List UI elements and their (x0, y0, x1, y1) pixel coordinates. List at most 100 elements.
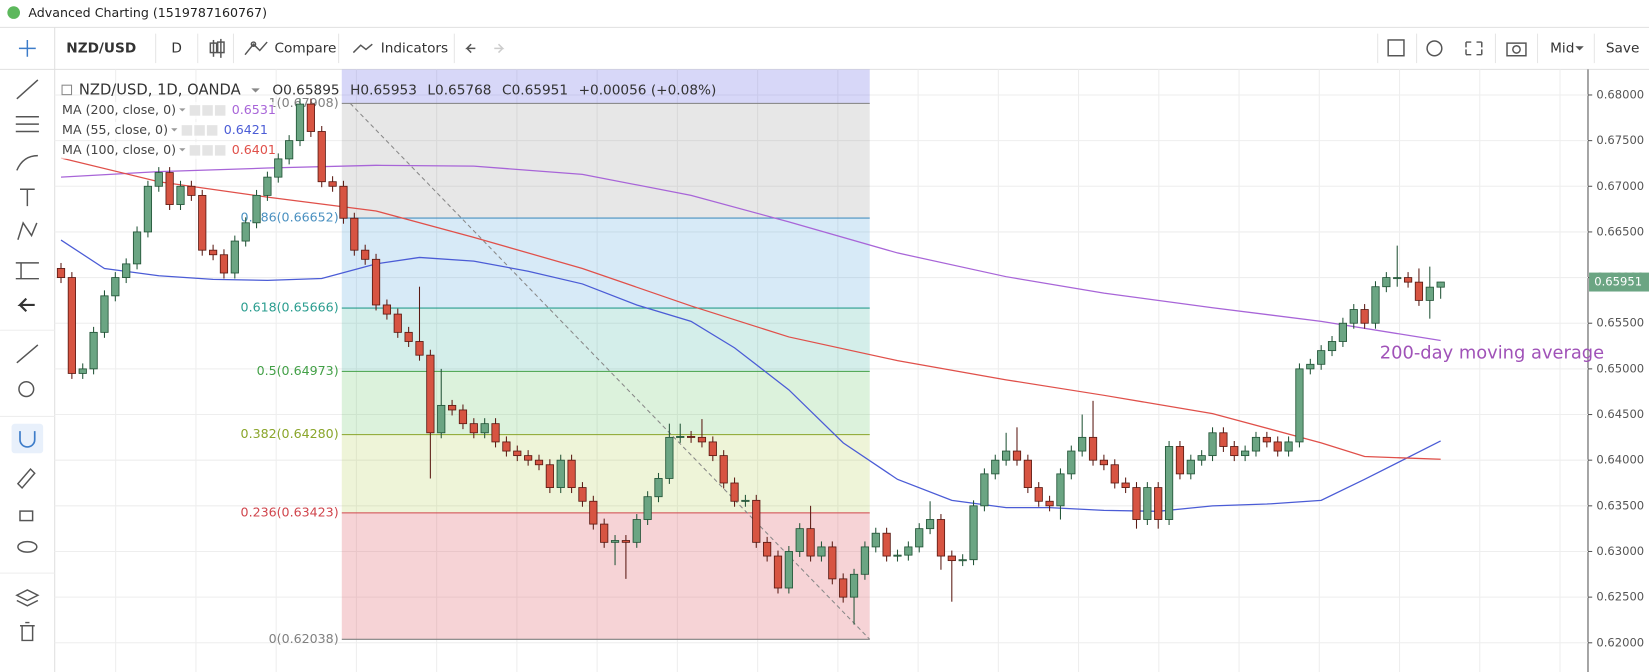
candle-body (67, 277, 76, 374)
price-type-button[interactable]: Mid (1550, 40, 1574, 56)
ma-legend-name: MA (100, close, 0) (62, 142, 176, 157)
candle-body (458, 409, 468, 425)
symbol-button[interactable]: NZD/USD (66, 40, 136, 56)
candle-body (534, 459, 544, 466)
back-button[interactable] (17, 297, 35, 313)
candle-body (1143, 487, 1152, 520)
candle-body (849, 573, 859, 598)
fib-label: 0.236(0.63423) (241, 504, 339, 519)
text-tool[interactable] (19, 188, 35, 207)
candle-body (1175, 446, 1185, 475)
ma-action-button[interactable] (202, 145, 213, 156)
candle-body (795, 528, 804, 552)
ma-action-button[interactable] (189, 145, 201, 156)
candle-body (610, 540, 620, 543)
candle-body (219, 254, 229, 274)
fib-label: 1(0.67908) (269, 95, 339, 110)
candle-body (686, 436, 696, 438)
ma-action-button[interactable] (214, 145, 226, 156)
visibility-tool[interactable] (17, 540, 38, 553)
prediction-tool[interactable] (15, 262, 39, 280)
candle-body (904, 546, 913, 556)
settings-button[interactable] (1426, 40, 1443, 57)
candle-body (252, 194, 261, 224)
fib-band (341, 218, 870, 309)
candle-body (295, 103, 305, 142)
candle-body (1056, 473, 1065, 507)
magnet-active (11, 423, 44, 454)
ma-action-button[interactable] (189, 105, 201, 116)
dropdown-arrow (251, 88, 260, 93)
ma-action-button[interactable] (194, 125, 205, 136)
fib-label: 0.618(0.65666) (241, 300, 339, 315)
candle-body (567, 459, 576, 488)
moving-average-line (60, 164, 1441, 342)
indicators-button[interactable]: Indicators (381, 40, 448, 56)
candle-body (122, 263, 131, 278)
crosshair-tool[interactable] (18, 39, 36, 57)
candle-body (871, 532, 880, 548)
layers-tool[interactable] (15, 589, 40, 607)
candle-body (198, 194, 207, 251)
fib-band (341, 371, 870, 435)
fib-label: 0(0.62038) (269, 631, 339, 646)
zoom-tool[interactable] (18, 381, 35, 398)
candle-body (1393, 277, 1402, 280)
dropdown-arrow (179, 148, 186, 152)
layout-button[interactable] (1387, 39, 1405, 57)
candle-body (437, 404, 446, 434)
interval-button[interactable]: D (171, 40, 182, 56)
candle-body (1317, 350, 1326, 365)
candle-body (78, 368, 87, 374)
delete-tool[interactable] (19, 621, 35, 642)
candle-body (1241, 450, 1250, 457)
ruler-tool[interactable] (16, 344, 39, 364)
fib-band (341, 103, 870, 219)
pattern-tool[interactable] (17, 221, 38, 240)
candle-body (1327, 341, 1337, 352)
ma-action-button[interactable] (206, 125, 218, 136)
screenshot-button[interactable] (1506, 42, 1527, 57)
undo-button[interactable] (465, 43, 476, 54)
candle-body (1110, 464, 1119, 484)
fib-tool[interactable] (15, 115, 39, 133)
redo-button[interactable] (494, 43, 505, 54)
candle-body (860, 546, 870, 575)
magnet-tool[interactable] (19, 431, 36, 448)
stay-drawing-tool[interactable] (16, 467, 36, 490)
compare-icon[interactable] (244, 41, 268, 56)
fullscreen-button[interactable] (1465, 41, 1483, 56)
lock-tool[interactable] (19, 510, 34, 522)
candle-body (915, 528, 924, 548)
compare-button[interactable]: Compare (274, 40, 336, 56)
candle-body (1088, 436, 1098, 461)
candle-body (730, 482, 739, 502)
chart-style-button[interactable] (209, 38, 225, 58)
collapse-icon[interactable] (61, 84, 73, 96)
candle-body (132, 231, 142, 265)
save-button[interactable]: Save (1606, 40, 1640, 56)
candle-body (1099, 459, 1109, 466)
candle-body (589, 500, 598, 525)
legend-title: NZD/USD, 1D, OANDA (79, 81, 241, 98)
ma-legend-name: MA (200, close, 0) (62, 102, 176, 117)
ma-action-button[interactable] (181, 125, 193, 136)
candle-body (393, 313, 402, 333)
ma-legend-value: 0.6531 (232, 102, 276, 117)
candle-body (1002, 450, 1011, 461)
candle-body (763, 541, 772, 557)
trendline-tool[interactable] (16, 79, 39, 100)
indicators-icon[interactable] (352, 43, 373, 54)
ohlc-letter: C (502, 82, 512, 98)
candle-body (1382, 277, 1391, 288)
candle-body (230, 240, 239, 274)
candle-body (1230, 446, 1239, 457)
candle-body (1164, 446, 1174, 520)
ma-action-button[interactable] (202, 105, 213, 116)
candle-body (382, 304, 392, 315)
brush-tool[interactable] (16, 154, 38, 171)
candle-body (1360, 309, 1369, 324)
ma-action-button[interactable] (214, 105, 226, 116)
candle-body (545, 464, 554, 488)
ohlc-value: 0.65951 (512, 82, 568, 98)
